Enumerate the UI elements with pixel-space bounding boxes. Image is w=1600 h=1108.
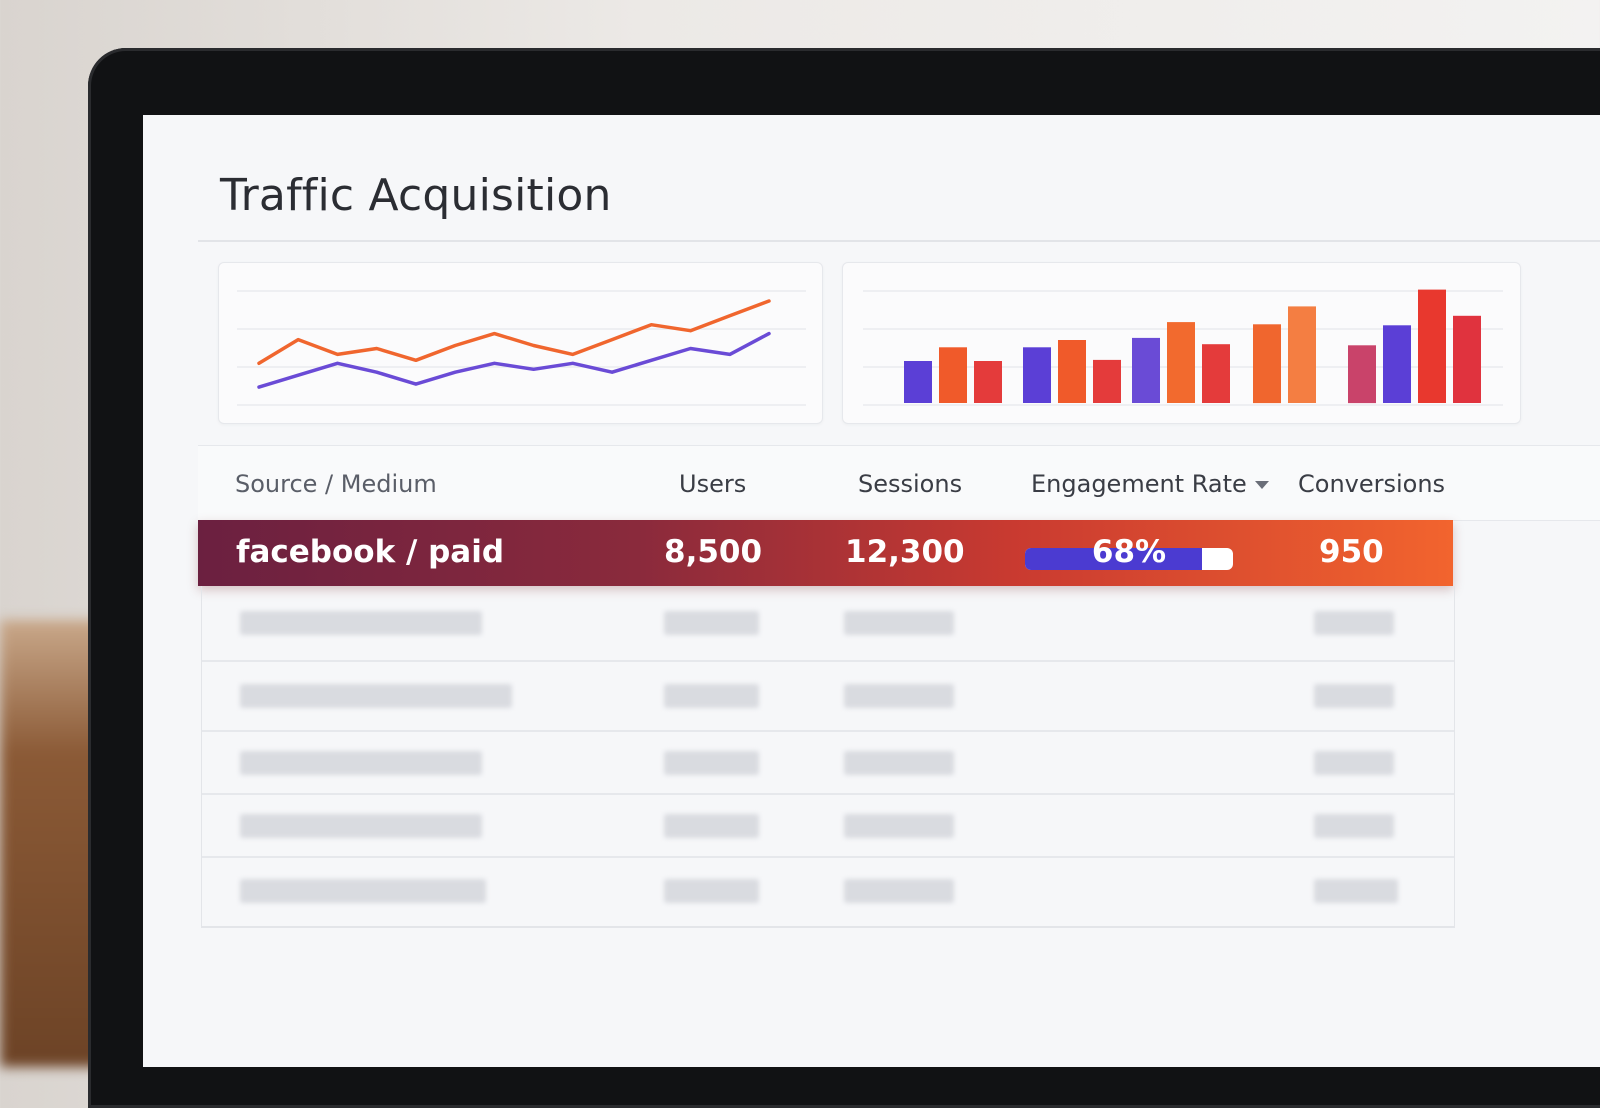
table-row[interactable] [202,858,1454,924]
bar-1 [904,361,932,403]
bar-chart [863,289,1503,406]
table-body-blurred [201,586,1455,928]
blurred-cell [1314,814,1394,838]
bar-10 [1253,324,1281,404]
bar-5 [1058,340,1086,403]
line-series-1 [257,299,771,366]
blurred-cell [1314,751,1394,775]
blurred-cell [664,879,759,903]
title-divider [198,240,1600,242]
column-header-sessions[interactable]: Sessions [858,470,963,498]
acquisition-table: Source / Medium Users Sessions Engagemen… [198,445,1600,1045]
table-row[interactable] [202,586,1454,662]
blurred-cell [844,879,954,903]
bar-15 [1453,315,1481,403]
blurred-cell [1314,611,1394,635]
cell-engagement: 68% [1091,534,1167,570]
bar-4 [1023,347,1051,403]
blurred-cell [240,879,486,903]
line-chart [237,290,806,406]
blurred-cell [844,814,954,838]
table-row[interactable] [202,732,1454,795]
blurred-cell [240,814,482,838]
line-chart-card [218,262,823,424]
blurred-cell [240,611,482,635]
blurred-cell [664,751,759,775]
bar-2 [939,347,967,403]
table-header: Source / Medium Users Sessions Engagemen… [198,445,1600,521]
bar-8 [1167,322,1195,403]
bar-chart-card [842,262,1521,424]
blurred-cell [1314,684,1394,708]
cell-source: facebook / paid [236,534,505,570]
cell-conversions: 950 [1319,534,1384,570]
column-header-engagement[interactable]: Engagement Rate [1031,470,1269,498]
blurred-cell [1314,879,1398,903]
blurred-cell [664,814,759,838]
dashboard-screen: Traffic Acquisition Source / Medium User… [143,115,1600,1067]
bar-13 [1383,325,1411,403]
bar-12 [1348,345,1376,404]
bar-9 [1202,344,1230,403]
blurred-cell [664,684,759,708]
engagement-progress-fill [1025,548,1202,570]
column-header-conversions[interactable]: Conversions [1298,470,1446,498]
bar-11 [1288,306,1316,403]
table-row[interactable] [202,662,1454,732]
blurred-cell [844,751,954,775]
table-row[interactable] [202,795,1454,858]
bar-14 [1418,289,1446,403]
cell-sessions: 12,300 [845,534,965,570]
line-series-2 [257,331,771,389]
table-row-highlighted[interactable]: facebook / paid 8,500 12,300 68% 950 [198,520,1453,586]
engagement-progress-bar [1025,548,1233,570]
sort-down-icon[interactable] [1254,481,1269,489]
page-title: Traffic Acquisition [220,170,612,221]
blurred-cell [844,611,954,635]
blurred-cell [844,684,954,708]
blurred-cell [240,684,512,708]
cell-users: 8,500 [664,534,763,570]
blurred-cell [664,611,759,635]
column-header-engagement-label: Engagement Rate [1031,470,1247,498]
column-header-users[interactable]: Users [679,470,747,498]
bar-3 [974,361,1002,403]
bar-7 [1132,337,1160,403]
blurred-cell [240,751,482,775]
bar-6 [1093,359,1121,403]
column-header-source[interactable]: Source / Medium [235,470,437,498]
